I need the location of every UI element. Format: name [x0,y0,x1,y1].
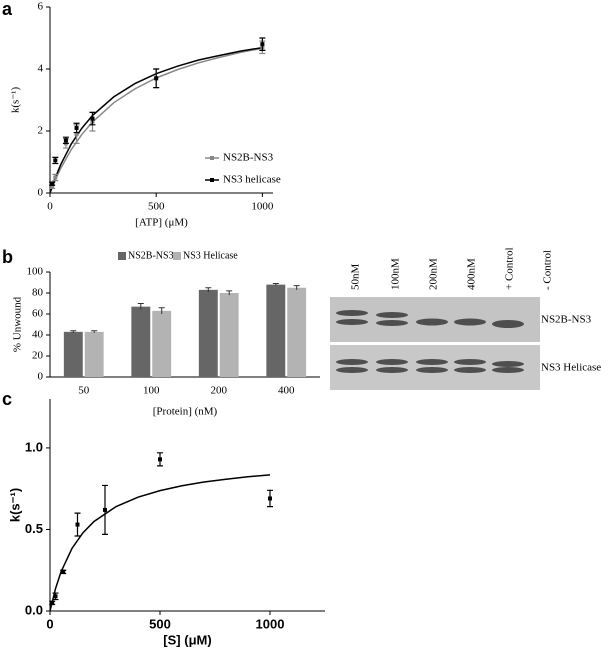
y-tick-label: 2 [38,125,44,137]
legend-marker [118,252,126,260]
point [103,507,107,512]
legend-label: NS3 Helicase [183,250,238,261]
error-bar [205,287,212,292]
bar [152,310,172,377]
row-label: NS2B-NS3 [541,314,592,326]
y-tick-label: 0 [38,187,44,199]
x-tick-label: 500 [148,201,165,213]
point [158,457,162,462]
gel: 50nM 100nM 200nM 400nM + Control - Contr… [330,247,601,390]
lane-label: 400nM [466,258,478,290]
x-tick-label: 500 [149,616,171,631]
point [53,158,58,163]
gel-bands [336,310,524,373]
bar [219,293,239,377]
point [53,594,58,599]
lane-label: + Control [504,247,516,290]
point [268,496,272,501]
point [50,181,55,186]
x-tick-label: 100 [143,385,160,397]
bar [287,287,307,377]
x-tick-label: 1000 [256,616,285,631]
fit-line [49,46,263,194]
point [61,569,66,574]
point [90,116,95,121]
error-bar [272,283,279,286]
legend-marker [210,156,214,160]
x-tick-label: 400 [278,385,295,397]
legend-marker [173,252,181,260]
y-axis-label: % Unwound [12,296,24,352]
x-axis-label: [ATP] (μM) [135,217,188,229]
x-tick-label: 0 [46,616,53,631]
point [260,42,265,47]
y-tick-label: 1.0 [25,439,43,454]
y-axis-label: k(s⁻¹) [10,87,22,114]
error-bar [70,330,77,333]
x-tick-label: 1000 [251,201,274,213]
error-bar [137,303,144,310]
y-tick-label: 0.5 [25,521,43,536]
panel-label: c [2,389,12,409]
point [74,132,79,137]
error-bar [293,285,300,290]
point [63,138,68,143]
error-bar [91,330,98,333]
legend-label: NS2B-NS3 [223,152,274,164]
bar [131,306,151,377]
x-tick-label: 200 [211,385,228,397]
point [53,175,58,180]
lane-label: 100nM [390,258,402,290]
y-tick-label: 80 [32,287,44,299]
bar [84,331,104,377]
y-tick-label: 40 [32,329,44,341]
x-tick-label: 50 [78,385,90,397]
legend-label: NS2B-NS3 [128,250,174,261]
y-tick-label: 0 [38,371,44,383]
point [154,76,159,81]
bar [266,284,286,377]
y-tick-label: 4 [38,63,44,75]
y-axis-label: k(s⁻¹) [7,488,22,522]
panel-label: a [2,0,13,19]
bar [198,289,218,377]
fit-line [49,474,271,612]
lane-label: - Control [542,250,554,290]
point [74,125,79,130]
y-tick-label: 60 [32,308,44,320]
lane-label: 200nM [428,258,440,290]
lane-label: 50nM [350,264,362,291]
panel-label: b [2,247,13,267]
error-bar [226,290,233,296]
error-bar [158,307,165,314]
legend-marker [210,178,214,182]
point [50,600,55,605]
x-axis-label: [Protein] (nM) [153,406,218,418]
x-axis-label: [S] (μM) [163,632,211,647]
bar [63,331,83,377]
y-tick-label: 20 [32,350,44,362]
legend-label: NS3 helicase [223,174,281,186]
row-label: NS3 Helicase [541,362,601,374]
y-tick-label: 6 [38,1,44,13]
y-tick-label: 0.0 [25,602,43,617]
point [75,522,80,527]
x-tick-label: 0 [47,201,53,213]
y-tick-label: 100 [27,266,44,278]
fit-line [49,47,263,194]
point [50,184,55,189]
